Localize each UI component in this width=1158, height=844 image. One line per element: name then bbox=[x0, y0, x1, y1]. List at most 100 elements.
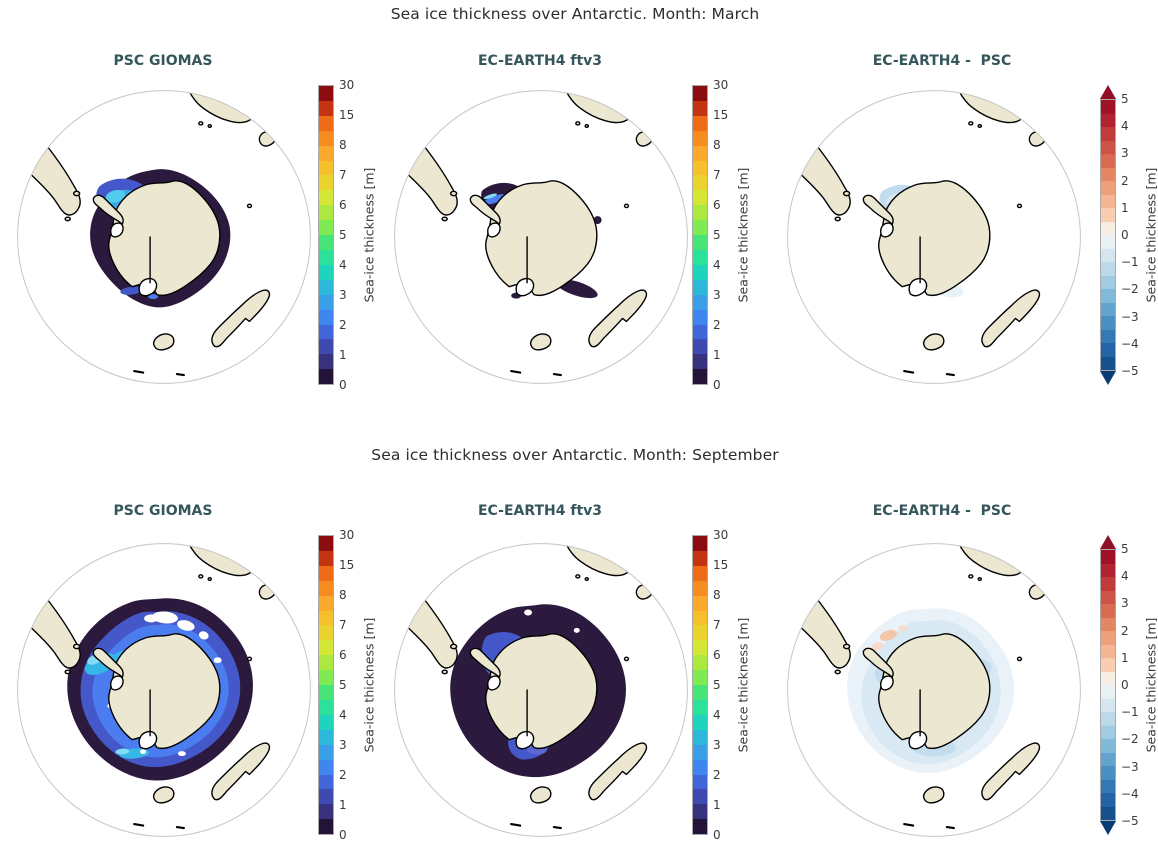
panel-title-difference-september: EC-EARTH4 - PSC bbox=[872, 503, 1012, 519]
colorbar-segment bbox=[319, 175, 333, 191]
colorbar-extend-arrow-top bbox=[1100, 535, 1116, 549]
kerguelen-island bbox=[623, 656, 630, 662]
colorbar-segment bbox=[693, 774, 707, 790]
colorbar-difference-september: −5 −4 −3 −2 −1 0 1 2 3 4 5 Sea-ice thickness [m] bbox=[1100, 535, 1158, 835]
colorbar-segment bbox=[693, 610, 707, 626]
tasmania bbox=[922, 786, 945, 804]
colorbar-segment bbox=[319, 294, 333, 310]
colorbar-segment bbox=[1101, 100, 1115, 114]
colorbar-tick: 7 bbox=[713, 618, 721, 632]
kerguelen-island bbox=[1016, 203, 1023, 209]
small-island-dash-1 bbox=[133, 370, 145, 374]
ross-sea-notch bbox=[908, 277, 928, 297]
panel-title-psc-giomas-march: PSC GIOMAS bbox=[113, 53, 213, 69]
colorbar-tick: 4 bbox=[713, 708, 721, 722]
colorbar-segment bbox=[319, 190, 333, 206]
colorbar-gradient bbox=[692, 85, 708, 385]
kerguelen-island bbox=[623, 203, 630, 209]
panel-title-ec-earth4-march: EC-EARTH4 ftv3 bbox=[477, 53, 603, 69]
small-island-dash-2 bbox=[552, 372, 562, 377]
africa-islet-1 bbox=[968, 121, 974, 126]
colorbar-segment bbox=[1101, 221, 1115, 235]
africa-islet-2 bbox=[584, 577, 589, 582]
colorbar-tick: 8 bbox=[339, 588, 347, 602]
colorbar-segment bbox=[693, 309, 707, 325]
small-island-dash-2 bbox=[945, 372, 955, 377]
colorbar-segment bbox=[319, 100, 333, 116]
colorbar-segment bbox=[693, 580, 707, 596]
colorbar-tick: 15 bbox=[339, 558, 355, 572]
colorbar-segment bbox=[693, 595, 707, 611]
panel-title-psc-giomas-september: PSC GIOMAS bbox=[113, 503, 213, 519]
colorbar-tick: 15 bbox=[339, 108, 355, 122]
colorbar-segment bbox=[693, 789, 707, 805]
colorbar-gradient bbox=[1100, 549, 1116, 821]
colorbar-segment bbox=[693, 339, 707, 355]
colorbar-thickness-september-2: 0 1 2 3 4 5 6 7 8 15 30 Sea-ice thickness [m] bbox=[692, 528, 772, 842]
globe-content bbox=[787, 543, 1081, 837]
colorbar-tick: 0 bbox=[339, 828, 347, 842]
colorbar-extend-arrow-bottom bbox=[1100, 821, 1116, 835]
colorbar-tick: 7 bbox=[339, 168, 347, 182]
colorbar-segment bbox=[693, 744, 707, 760]
colorbar-tick: 3 bbox=[713, 288, 721, 302]
colorbar-axis-label: Sea-ice thickness [m] bbox=[1143, 617, 1158, 753]
colorbar-tick: 2 bbox=[339, 318, 347, 332]
falkland-islands bbox=[72, 190, 81, 197]
kerguelen-island bbox=[1016, 656, 1023, 662]
panel-title-difference-march: EC-EARTH4 - PSC bbox=[872, 53, 1012, 69]
tasmania bbox=[529, 333, 552, 351]
colorbar-segment bbox=[1101, 248, 1115, 262]
globe-outline bbox=[394, 90, 688, 384]
colorbar-segment bbox=[319, 640, 333, 656]
colorbar-segment bbox=[1101, 154, 1115, 168]
colorbar-tick: 4 bbox=[339, 708, 347, 722]
colorbar-tick: 30 bbox=[339, 528, 355, 542]
new-zealand bbox=[211, 742, 271, 801]
colorbar-tick: −4 bbox=[1121, 336, 1139, 351]
map-psc-giomas-march bbox=[17, 90, 311, 384]
colorbar-segment bbox=[1101, 806, 1115, 820]
small-island-dash-2 bbox=[175, 372, 185, 377]
colorbar-segment bbox=[1101, 617, 1115, 631]
tierra-del-fuego-islet bbox=[64, 669, 71, 675]
colorbar-segment bbox=[693, 819, 707, 835]
weddell-sea-notch bbox=[880, 675, 894, 691]
colorbar-tick: −4 bbox=[1121, 786, 1139, 801]
colorbar-segment bbox=[693, 220, 707, 236]
colorbar-tick: −2 bbox=[1121, 282, 1139, 297]
weddell-sea-notch bbox=[880, 222, 894, 238]
colorbar-tick: 0 bbox=[713, 378, 721, 392]
colorbar-tick: 5 bbox=[339, 228, 347, 242]
falkland-islands bbox=[449, 643, 458, 650]
colorbar-tick: 3 bbox=[1121, 596, 1129, 611]
colorbar-tick: 4 bbox=[339, 258, 347, 272]
colorbar-segment bbox=[1101, 590, 1115, 604]
tasmania bbox=[922, 333, 945, 351]
colorbar-segment bbox=[693, 550, 707, 566]
colorbar-segment bbox=[1101, 275, 1115, 289]
colorbar-segment bbox=[1101, 766, 1115, 780]
colorbar-gradient bbox=[1100, 99, 1116, 371]
colorbar-segment bbox=[319, 264, 333, 280]
colorbar-tick: 5 bbox=[1121, 92, 1129, 106]
colorbar-segment bbox=[319, 819, 333, 835]
row-title-september: Sea ice thickness over Antarctic. Month:… bbox=[371, 446, 779, 464]
colorbar-tick: −2 bbox=[1121, 732, 1139, 747]
antarctic-peninsula bbox=[862, 194, 894, 225]
colorbar-tick: 1 bbox=[339, 798, 347, 812]
colorbar-gradient bbox=[318, 535, 334, 835]
small-island-dash-1 bbox=[133, 823, 145, 827]
ross-sea-notch bbox=[138, 277, 158, 297]
colorbar-segment bbox=[319, 354, 333, 370]
tierra-del-fuego-islet bbox=[64, 216, 71, 222]
colorbar-tick: 7 bbox=[713, 168, 721, 182]
colorbar-segment bbox=[1101, 167, 1115, 181]
colorbar-segment bbox=[319, 670, 333, 686]
colorbar-tick: 1 bbox=[339, 348, 347, 362]
colorbar-segment bbox=[693, 115, 707, 131]
small-island-dash-2 bbox=[175, 825, 185, 830]
colorbar-segment bbox=[319, 565, 333, 581]
colorbar-tick: 0 bbox=[339, 378, 347, 392]
antarctic-peninsula bbox=[862, 647, 894, 678]
